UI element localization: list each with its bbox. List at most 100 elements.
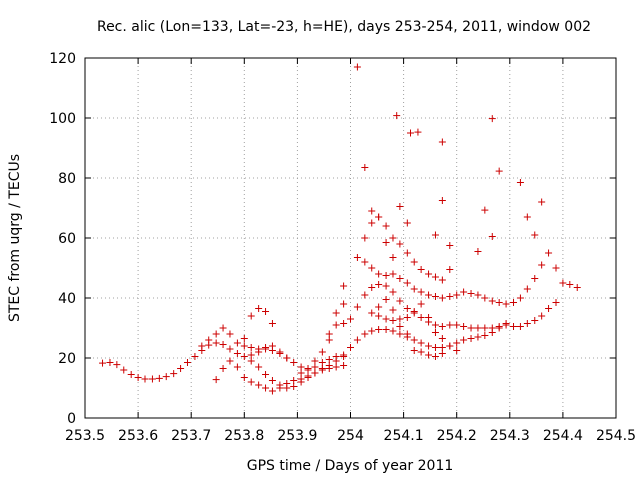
data-point — [453, 291, 461, 299]
y-tick-label: 100 — [49, 111, 76, 127]
data-point — [226, 357, 234, 365]
data-point — [368, 284, 376, 291]
data-point — [410, 308, 418, 315]
data-point — [453, 347, 461, 354]
data-point — [510, 323, 518, 330]
y-axis-label: STEC from uqrg / TECUs — [7, 154, 23, 322]
data-point — [290, 383, 298, 390]
data-point — [545, 249, 553, 257]
data-point — [573, 284, 581, 291]
x-tick-label: 253.6 — [118, 428, 158, 444]
chart-title: Rec. alic (Lon=133, Lat=-23, h=HE), days… — [97, 19, 591, 35]
data-point — [516, 294, 524, 302]
data-point — [233, 350, 241, 357]
data-point — [438, 138, 446, 146]
data-point — [212, 330, 220, 338]
data-point — [417, 288, 425, 296]
data-point — [340, 320, 348, 327]
y-tick-label: 0 — [67, 411, 76, 427]
data-point — [318, 348, 326, 356]
data-point — [155, 374, 163, 382]
data-point — [389, 234, 397, 242]
data-point — [219, 365, 227, 372]
data-point — [283, 384, 291, 392]
data-point — [531, 231, 539, 239]
data-point — [425, 314, 433, 321]
data-point — [446, 342, 454, 350]
data-point — [325, 362, 333, 369]
data-point — [403, 330, 411, 338]
data-point — [262, 384, 270, 392]
data-point — [438, 350, 446, 357]
data-point — [247, 378, 255, 386]
data-point — [417, 300, 425, 308]
data-point — [106, 359, 114, 366]
x-tick-label: 253.7 — [171, 428, 211, 444]
data-point — [474, 324, 482, 332]
data-point — [262, 308, 270, 315]
data-point — [453, 339, 461, 347]
x-tick-label: 254.2 — [437, 428, 477, 444]
data-point — [247, 312, 255, 320]
data-point — [113, 361, 121, 369]
data-point — [396, 240, 404, 248]
data-point — [389, 254, 397, 261]
data-point — [453, 321, 461, 329]
data-point — [481, 324, 489, 332]
data-point — [389, 306, 397, 314]
data-point — [431, 231, 439, 239]
data-point — [516, 179, 524, 186]
x-tick-label: 254.1 — [384, 428, 424, 444]
data-point — [276, 381, 284, 389]
data-point — [198, 342, 206, 350]
data-point — [396, 315, 404, 323]
data-point — [396, 323, 404, 330]
data-point — [538, 312, 546, 320]
data-point — [304, 374, 312, 381]
data-point — [148, 375, 156, 383]
data-point — [417, 339, 425, 347]
data-point — [417, 266, 425, 273]
data-point — [332, 357, 340, 365]
data-point — [389, 327, 397, 335]
data-point — [247, 351, 255, 359]
data-point — [438, 335, 446, 342]
data-point — [382, 239, 390, 246]
data-point — [141, 375, 149, 383]
x-axis-label: GPS time / Days of year 2011 — [247, 458, 454, 474]
data-point — [120, 366, 128, 374]
data-point — [368, 207, 376, 215]
data-point — [311, 357, 319, 365]
x-tick-label: 254.3 — [490, 428, 530, 444]
data-point — [438, 344, 446, 351]
data-point — [488, 324, 496, 332]
data-point — [552, 299, 560, 306]
data-point — [403, 305, 411, 312]
x-tick-label: 254 — [337, 428, 364, 444]
data-point — [318, 359, 326, 366]
data-point — [382, 326, 390, 333]
data-point — [332, 309, 340, 317]
data-point — [403, 279, 411, 287]
data-point — [183, 359, 191, 366]
data-point — [510, 299, 518, 306]
data-point — [361, 291, 369, 299]
data-point — [425, 270, 433, 278]
data-point — [474, 333, 482, 341]
data-point — [382, 315, 390, 323]
data-point — [425, 342, 433, 350]
data-point — [255, 381, 263, 389]
data-point — [382, 222, 390, 230]
data-point — [268, 342, 276, 350]
data-point — [467, 290, 475, 297]
data-point — [403, 219, 411, 227]
data-point — [417, 348, 425, 356]
data-point — [407, 129, 415, 137]
data-point — [446, 242, 454, 249]
data-point — [290, 377, 298, 384]
data-point — [368, 219, 376, 227]
data-point — [531, 317, 539, 324]
data-point — [431, 344, 439, 351]
data-point — [559, 279, 567, 287]
